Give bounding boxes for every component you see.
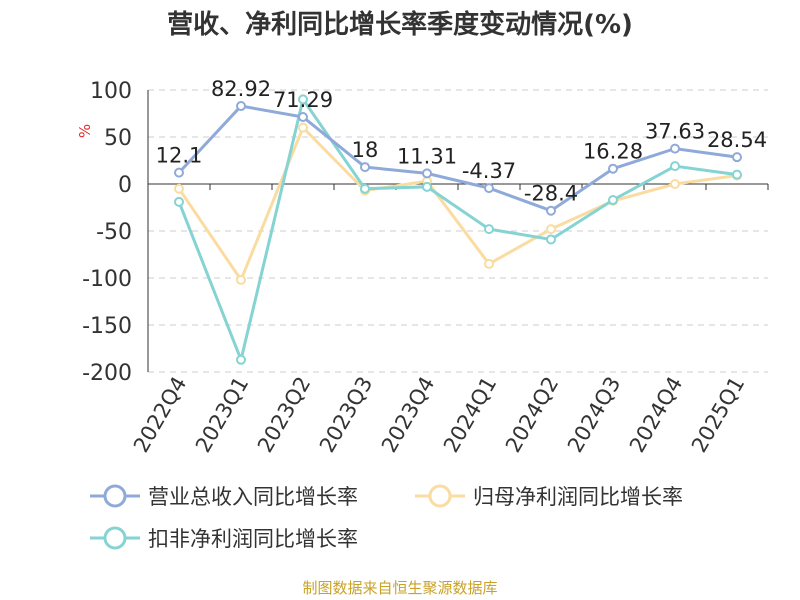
x-tick-label: 2024Q4: [625, 373, 687, 457]
revenue-line: [177, 104, 738, 213]
legend-label: 营业总收入同比增长率: [148, 485, 358, 509]
deducted-profit-point[interactable]: [174, 196, 184, 207]
x-tick-label: 2024Q2: [501, 373, 563, 457]
data-label: 11.31: [397, 144, 457, 168]
net-profit-point[interactable]: [236, 274, 246, 285]
net-profit-point[interactable]: [174, 183, 184, 194]
y-tick-label: -50: [96, 220, 132, 245]
data-label: 71.29: [273, 88, 333, 112]
net-profit-point[interactable]: [484, 258, 494, 269]
deducted-profit-point[interactable]: [484, 224, 494, 235]
revenue-point[interactable]: [546, 205, 556, 216]
revenue-point[interactable]: [608, 163, 618, 174]
x-tick-label: 2025Q1: [687, 373, 749, 457]
x-tick-label: 2023Q3: [315, 373, 377, 457]
x-tick-label: 2023Q4: [377, 373, 439, 457]
deducted-profit-point[interactable]: [298, 94, 308, 105]
legend-marker-icon: [415, 484, 465, 508]
net-profit-line: [177, 124, 738, 284]
data-label: 37.63: [645, 120, 705, 144]
data-label: 12.1: [156, 144, 203, 168]
deducted-profit-point[interactable]: [732, 169, 742, 180]
x-tick-label: 2023Q1: [191, 373, 253, 457]
x-tick-label: 2024Q3: [563, 373, 625, 457]
legend-item-net-profit[interactable]: 归母净利润同比增长率: [415, 481, 683, 511]
deducted-profit-point[interactable]: [360, 183, 370, 194]
revenue-point[interactable]: [484, 183, 494, 194]
revenue-point[interactable]: [360, 162, 370, 173]
footer-source: 制图数据来自恒生聚源数据库: [302, 579, 498, 597]
revenue-point[interactable]: [670, 143, 680, 154]
net-profit-point[interactable]: [546, 224, 556, 235]
legend-item-deducted-profit[interactable]: 扣非净利润同比增长率: [90, 523, 358, 553]
deducted-profit-point[interactable]: [546, 234, 556, 245]
x-tick-label: 2022Q4: [129, 373, 191, 457]
deducted-profit-point[interactable]: [236, 354, 246, 365]
x-tick-label: 2023Q2: [253, 373, 315, 457]
legend-label: 扣非净利润同比增长率: [148, 527, 358, 551]
revenue-point[interactable]: [298, 111, 308, 122]
deducted-profit-point[interactable]: [422, 181, 432, 192]
data-label: 18: [352, 138, 379, 162]
revenue-point[interactable]: [732, 152, 742, 163]
data-label: -28.4: [524, 182, 578, 206]
data-label: 28.54: [707, 128, 767, 152]
y-tick-label: 50: [104, 126, 132, 151]
deducted-profit-point[interactable]: [670, 161, 680, 172]
y-tick-label: 0: [118, 173, 132, 198]
legend-marker-icon: [90, 526, 140, 550]
deducted-profit-line: [177, 95, 738, 365]
revenue-point[interactable]: [236, 101, 246, 112]
deducted-profit-point[interactable]: [608, 194, 618, 205]
x-tick-label: 2024Q1: [439, 373, 501, 457]
net-profit-point[interactable]: [298, 122, 308, 133]
legend-item-revenue[interactable]: 营业总收入同比增长率: [90, 481, 358, 511]
revenue-point[interactable]: [422, 168, 432, 179]
data-label: 16.28: [583, 140, 643, 164]
y-tick-label: -150: [82, 314, 132, 339]
data-label: 82.92: [211, 77, 271, 101]
legend-label: 归母净利润同比增长率: [473, 485, 683, 509]
data-label: -4.37: [462, 159, 516, 183]
net-profit-point[interactable]: [670, 179, 680, 189]
revenue-point[interactable]: [174, 167, 184, 178]
y-tick-label: -100: [82, 267, 132, 292]
y-tick-label: -200: [82, 361, 132, 386]
legend-marker-icon: [90, 484, 140, 508]
y-tick-label: 100: [90, 79, 132, 104]
chart-title: 营收、净利同比增长率季度变动情况(%): [167, 10, 633, 40]
y-axis-label: %: [76, 124, 94, 138]
